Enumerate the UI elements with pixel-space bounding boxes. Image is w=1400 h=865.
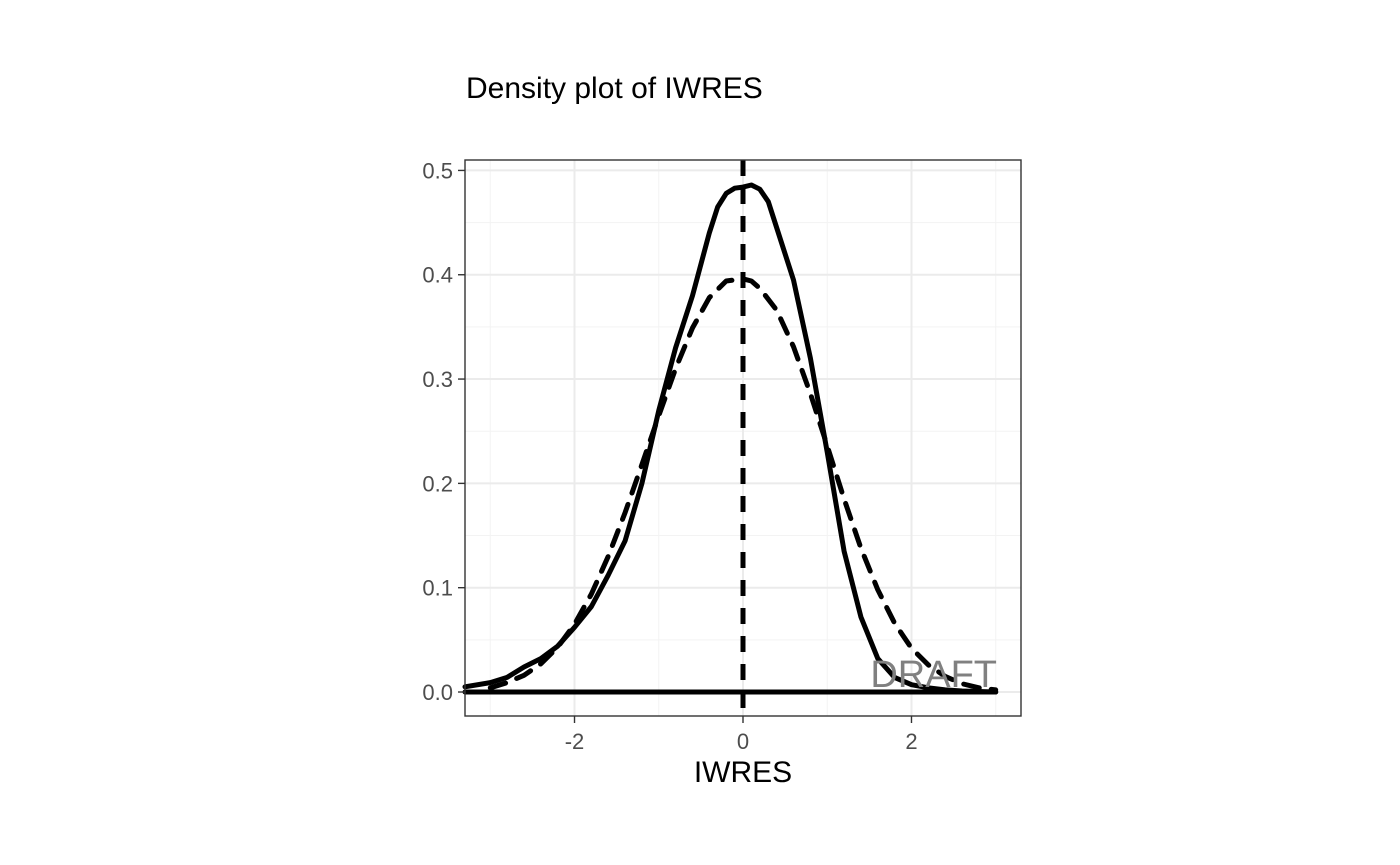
x-tick-label: 0 <box>737 729 749 754</box>
x-tick-label: 2 <box>905 729 917 754</box>
y-tick-label: 0.0 <box>422 680 453 705</box>
reference-lines <box>462 160 999 716</box>
chart-title: Density plot of IWRES <box>466 72 763 105</box>
major-gridlines <box>465 160 1021 716</box>
y-tick-label: 0.2 <box>422 471 453 496</box>
y-tick-label: 0.3 <box>422 367 453 392</box>
x-axis-label: IWRES <box>694 756 792 789</box>
density-curve-dashed <box>487 276 999 693</box>
series-layer <box>462 182 999 695</box>
density-curve-solid <box>462 182 999 695</box>
x-tick-label: -2 <box>565 729 585 754</box>
y-tick-label: 0.1 <box>422 576 453 601</box>
y-tick-label: 0.4 <box>422 263 453 288</box>
draft-watermark: DRAFT <box>870 654 997 696</box>
x-axis: -2 0 2 <box>565 716 918 754</box>
y-tick-label: 0.5 <box>422 158 453 183</box>
y-axis: 0.0 0.1 0.2 0.3 0.4 0.5 <box>422 158 465 705</box>
